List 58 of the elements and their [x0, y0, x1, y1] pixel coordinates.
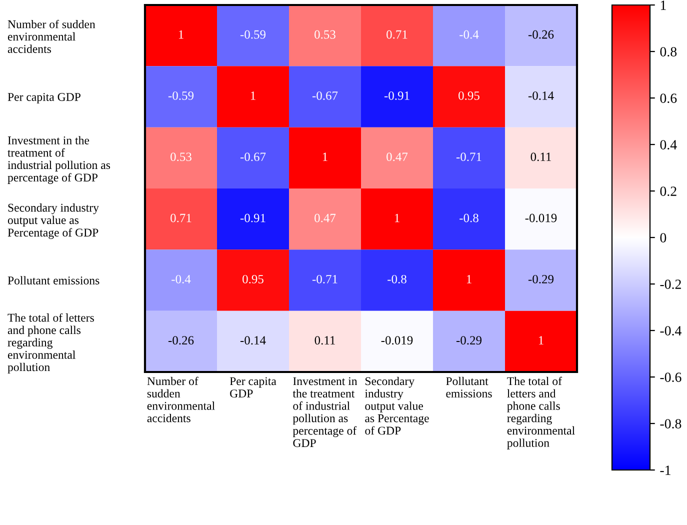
data-label: -0.29	[528, 274, 554, 284]
data-label: 0.71	[386, 30, 408, 39]
y-tick-label: Secondary industry output value as Percentage of GDP	[8, 203, 99, 239]
data-label: -0.67	[240, 152, 266, 162]
data-label: -0.71	[312, 274, 338, 284]
x-tick-label: Per capita GDP	[230, 377, 276, 398]
data-label: 1	[322, 152, 328, 161]
data-label: -0.14	[528, 91, 554, 100]
x-tick-label: The total of letters and phone calls regarding environmental pollution	[507, 376, 575, 450]
data-label: -0.26	[528, 30, 554, 39]
data-label: -0.8	[460, 214, 478, 222]
y-tick-label: Per capita GDP	[8, 93, 80, 104]
color-bar-label: 0	[660, 233, 666, 242]
data-label: 1	[538, 336, 544, 344]
data-label: -0.29	[456, 336, 482, 345]
data-label: 0.47	[314, 214, 336, 222]
data-label: 1	[394, 214, 400, 222]
y-tick-label: Number of sudden environmental accidents	[8, 20, 96, 53]
data-label: 0.11	[314, 336, 335, 345]
data-label: 0.71	[170, 214, 192, 222]
data-label: -0.019	[525, 214, 557, 222]
data-label: -0.91	[240, 214, 266, 222]
data-label: -0.4	[172, 274, 191, 284]
data-label: 0.11	[530, 152, 551, 162]
color-bar-label: 1	[660, 0, 666, 10]
x-tick-label: Number of sudden environmental accidents	[147, 376, 215, 422]
color-bar-label: 0.4	[660, 140, 677, 150]
data-label: -0.019	[381, 336, 413, 345]
data-label: -0.26	[168, 336, 194, 345]
data-label: -0.67	[312, 91, 338, 100]
data-label: 0.95	[242, 274, 264, 284]
data-label: -0.91	[384, 91, 410, 100]
data-label: 1	[178, 30, 184, 39]
x-tick-label: Secondary industry output value as Percentage of GDP	[364, 376, 429, 435]
color-bar-label: -0.2	[660, 280, 681, 290]
color-bar-label: -1	[660, 466, 670, 475]
color-bar-label: -0.4	[660, 326, 682, 336]
data-label: -0.59	[240, 30, 266, 39]
data-label: -0.4	[460, 30, 479, 39]
data-label: 1	[250, 92, 256, 100]
y-tick-label: Pollutant emissions	[8, 276, 100, 284]
data-label: -0.8	[388, 274, 406, 284]
data-label: 1	[466, 275, 472, 284]
color-bar-label: 0.6	[660, 94, 677, 104]
color-bar-label: 0.8	[660, 47, 677, 57]
data-label: -0.59	[168, 91, 194, 100]
data-label: 0.95	[458, 91, 480, 100]
data-label: -0.14	[240, 336, 266, 345]
x-tick-label: Investment in the treatment of industrial pollution as percentage of GDP	[292, 377, 358, 448]
data-label: 0.53	[170, 152, 192, 162]
color-bar-label: -0.6	[660, 372, 682, 382]
data-label: 0.47	[386, 152, 408, 162]
color-bar-label: -0.8	[660, 419, 682, 429]
y-tick-label: Investment in the treatment of industrial pollution as percentage of GDP	[8, 136, 110, 184]
x-tick-label: Pollutant emissions	[446, 376, 492, 398]
data-label: 0.53	[314, 30, 336, 39]
data-label: -0.71	[456, 152, 482, 162]
color-bar-label: 0.2	[660, 186, 676, 196]
